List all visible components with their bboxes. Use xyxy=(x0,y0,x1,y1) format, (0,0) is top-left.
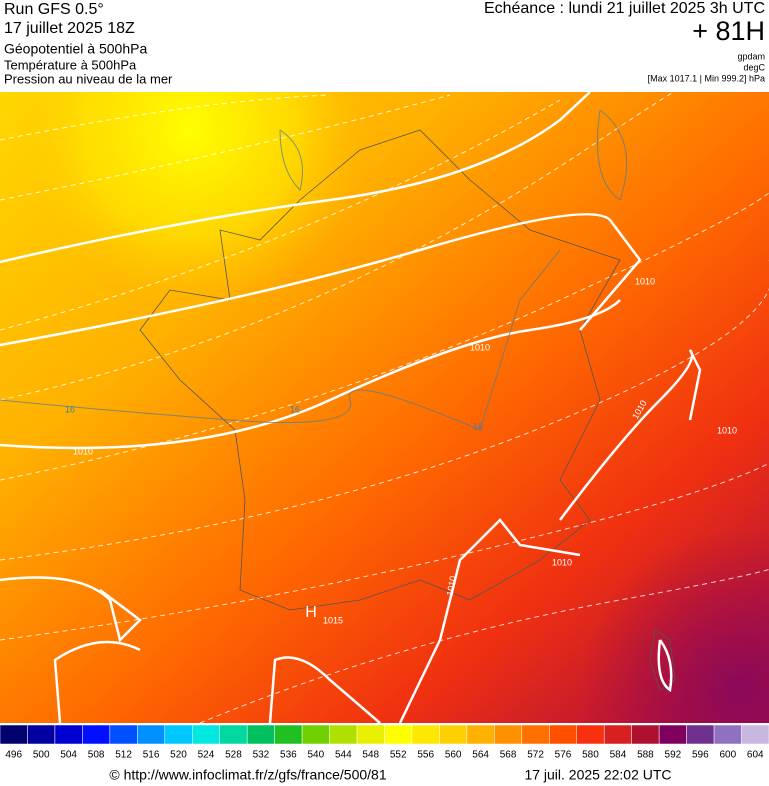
colorbar-cell xyxy=(246,724,275,745)
colorbar-label: 540 xyxy=(307,750,324,761)
colorbar-label: 568 xyxy=(500,750,517,761)
isobar-label: 1010 xyxy=(73,446,93,456)
colorbar-cell xyxy=(384,724,413,745)
colorbar-cell xyxy=(658,724,687,745)
isobar-label: 1010 xyxy=(552,557,572,567)
unit: degC xyxy=(743,62,765,72)
colorbar: 496 500 504 508 512 516 520 524 528 532 536 540 544 5… xyxy=(0,724,769,761)
colorbar-label: 504 xyxy=(60,750,77,761)
high-marker: H xyxy=(305,604,317,621)
colorbar-label: 548 xyxy=(362,750,379,761)
colorbar-cell xyxy=(686,724,715,745)
colorbar-cell xyxy=(192,724,220,745)
colorbar-cell xyxy=(521,724,550,745)
unit: gpdam xyxy=(737,51,765,61)
subfield: Température à 500hPa xyxy=(4,57,137,72)
colorbar-label: 564 xyxy=(472,750,489,761)
colorbar-cell xyxy=(164,724,193,745)
range: [Max 1017.1 | Min 999.2] hPa xyxy=(648,73,765,83)
colorbar-cell xyxy=(301,724,330,745)
colorbar-label: 560 xyxy=(445,750,462,761)
isobar-label: 16 xyxy=(65,404,75,414)
subfield: Pression au niveau de la mer xyxy=(4,71,173,86)
colorbar-cell xyxy=(741,724,769,745)
colorbar-cell xyxy=(219,724,248,745)
run-date: 17 juillet 2025 18Z xyxy=(4,20,135,37)
colorbar-cell xyxy=(274,724,303,745)
field: Géopotentiel à 500hPa xyxy=(4,41,147,57)
colorbar-cell xyxy=(466,724,495,745)
colorbar-label: 552 xyxy=(390,750,407,761)
colorbar-label: 496 xyxy=(5,750,22,761)
colorbar-cell xyxy=(27,724,56,745)
colorbar-cell xyxy=(576,724,605,745)
coastline xyxy=(139,129,676,691)
footer-time: 17 juil. 2025 22:02 UTC xyxy=(524,767,671,783)
lead-time: + 81H xyxy=(692,16,765,46)
colorbar-cell xyxy=(0,724,28,745)
colorbar-cell xyxy=(137,724,166,745)
run: Run GFS 0.5° xyxy=(4,1,104,18)
colorbar-label: 604 xyxy=(747,750,764,761)
isobar-label: 16 xyxy=(290,404,300,414)
echeance: Echéance : lundi 21 juillet 2025 3h UTC xyxy=(484,0,765,17)
colorbar-cell xyxy=(329,724,358,745)
isobar-label: 1010 xyxy=(445,575,458,596)
colorbar-cell xyxy=(82,724,111,745)
colorbar-label: 524 xyxy=(198,750,215,761)
map-low xyxy=(0,92,769,723)
colorbar-label: 556 xyxy=(417,750,434,761)
colorbar-label: 588 xyxy=(637,750,654,761)
colorbar-label: 528 xyxy=(225,750,242,761)
colorbar-label: 596 xyxy=(692,750,709,761)
colorbar-label: 536 xyxy=(280,750,297,761)
colorbar-cell xyxy=(439,724,468,745)
isobar-label: 1010 xyxy=(470,342,490,352)
isobar-label: 1010 xyxy=(717,425,737,435)
colorbar-cell xyxy=(54,724,83,745)
isobars xyxy=(0,91,702,724)
colorbar-label: 572 xyxy=(527,750,544,761)
colorbar-label: 500 xyxy=(33,750,50,761)
colorbar-label: 516 xyxy=(143,750,160,761)
footer-source: © http://www.infoclimat.fr/z/gfs/france/… xyxy=(109,767,386,783)
colorbar-cell xyxy=(356,724,385,745)
colorbar-cell xyxy=(631,724,660,745)
colorbar-label: 584 xyxy=(610,750,627,761)
colorbar-label: 532 xyxy=(253,750,270,761)
colorbar-label: 508 xyxy=(88,750,105,761)
colorbar-label: 600 xyxy=(719,750,736,761)
temperature-lines xyxy=(0,109,628,431)
colorbar-cell xyxy=(494,724,523,745)
colorbar-label: 580 xyxy=(582,750,599,761)
map xyxy=(0,40,769,724)
isobar-label: 1010 xyxy=(635,276,655,286)
colorbar-cell xyxy=(411,724,440,745)
colorbar-cell xyxy=(109,724,138,745)
colorbar-cell xyxy=(603,724,632,745)
colorbar-label: 512 xyxy=(115,750,132,761)
isobar-label: 1015 xyxy=(323,615,343,625)
isobar-label: 16 xyxy=(473,421,483,431)
colorbar-label: 576 xyxy=(555,750,572,761)
colorbar-label: 544 xyxy=(335,750,352,761)
colorbar-cell xyxy=(713,724,742,745)
header: Run GFS 0.5° 17 juillet 2025 18Z Géopote… xyxy=(4,0,766,86)
colorbar-label: 592 xyxy=(665,750,682,761)
colorbar-label: 520 xyxy=(170,750,187,761)
colorbar-cell xyxy=(549,724,577,745)
